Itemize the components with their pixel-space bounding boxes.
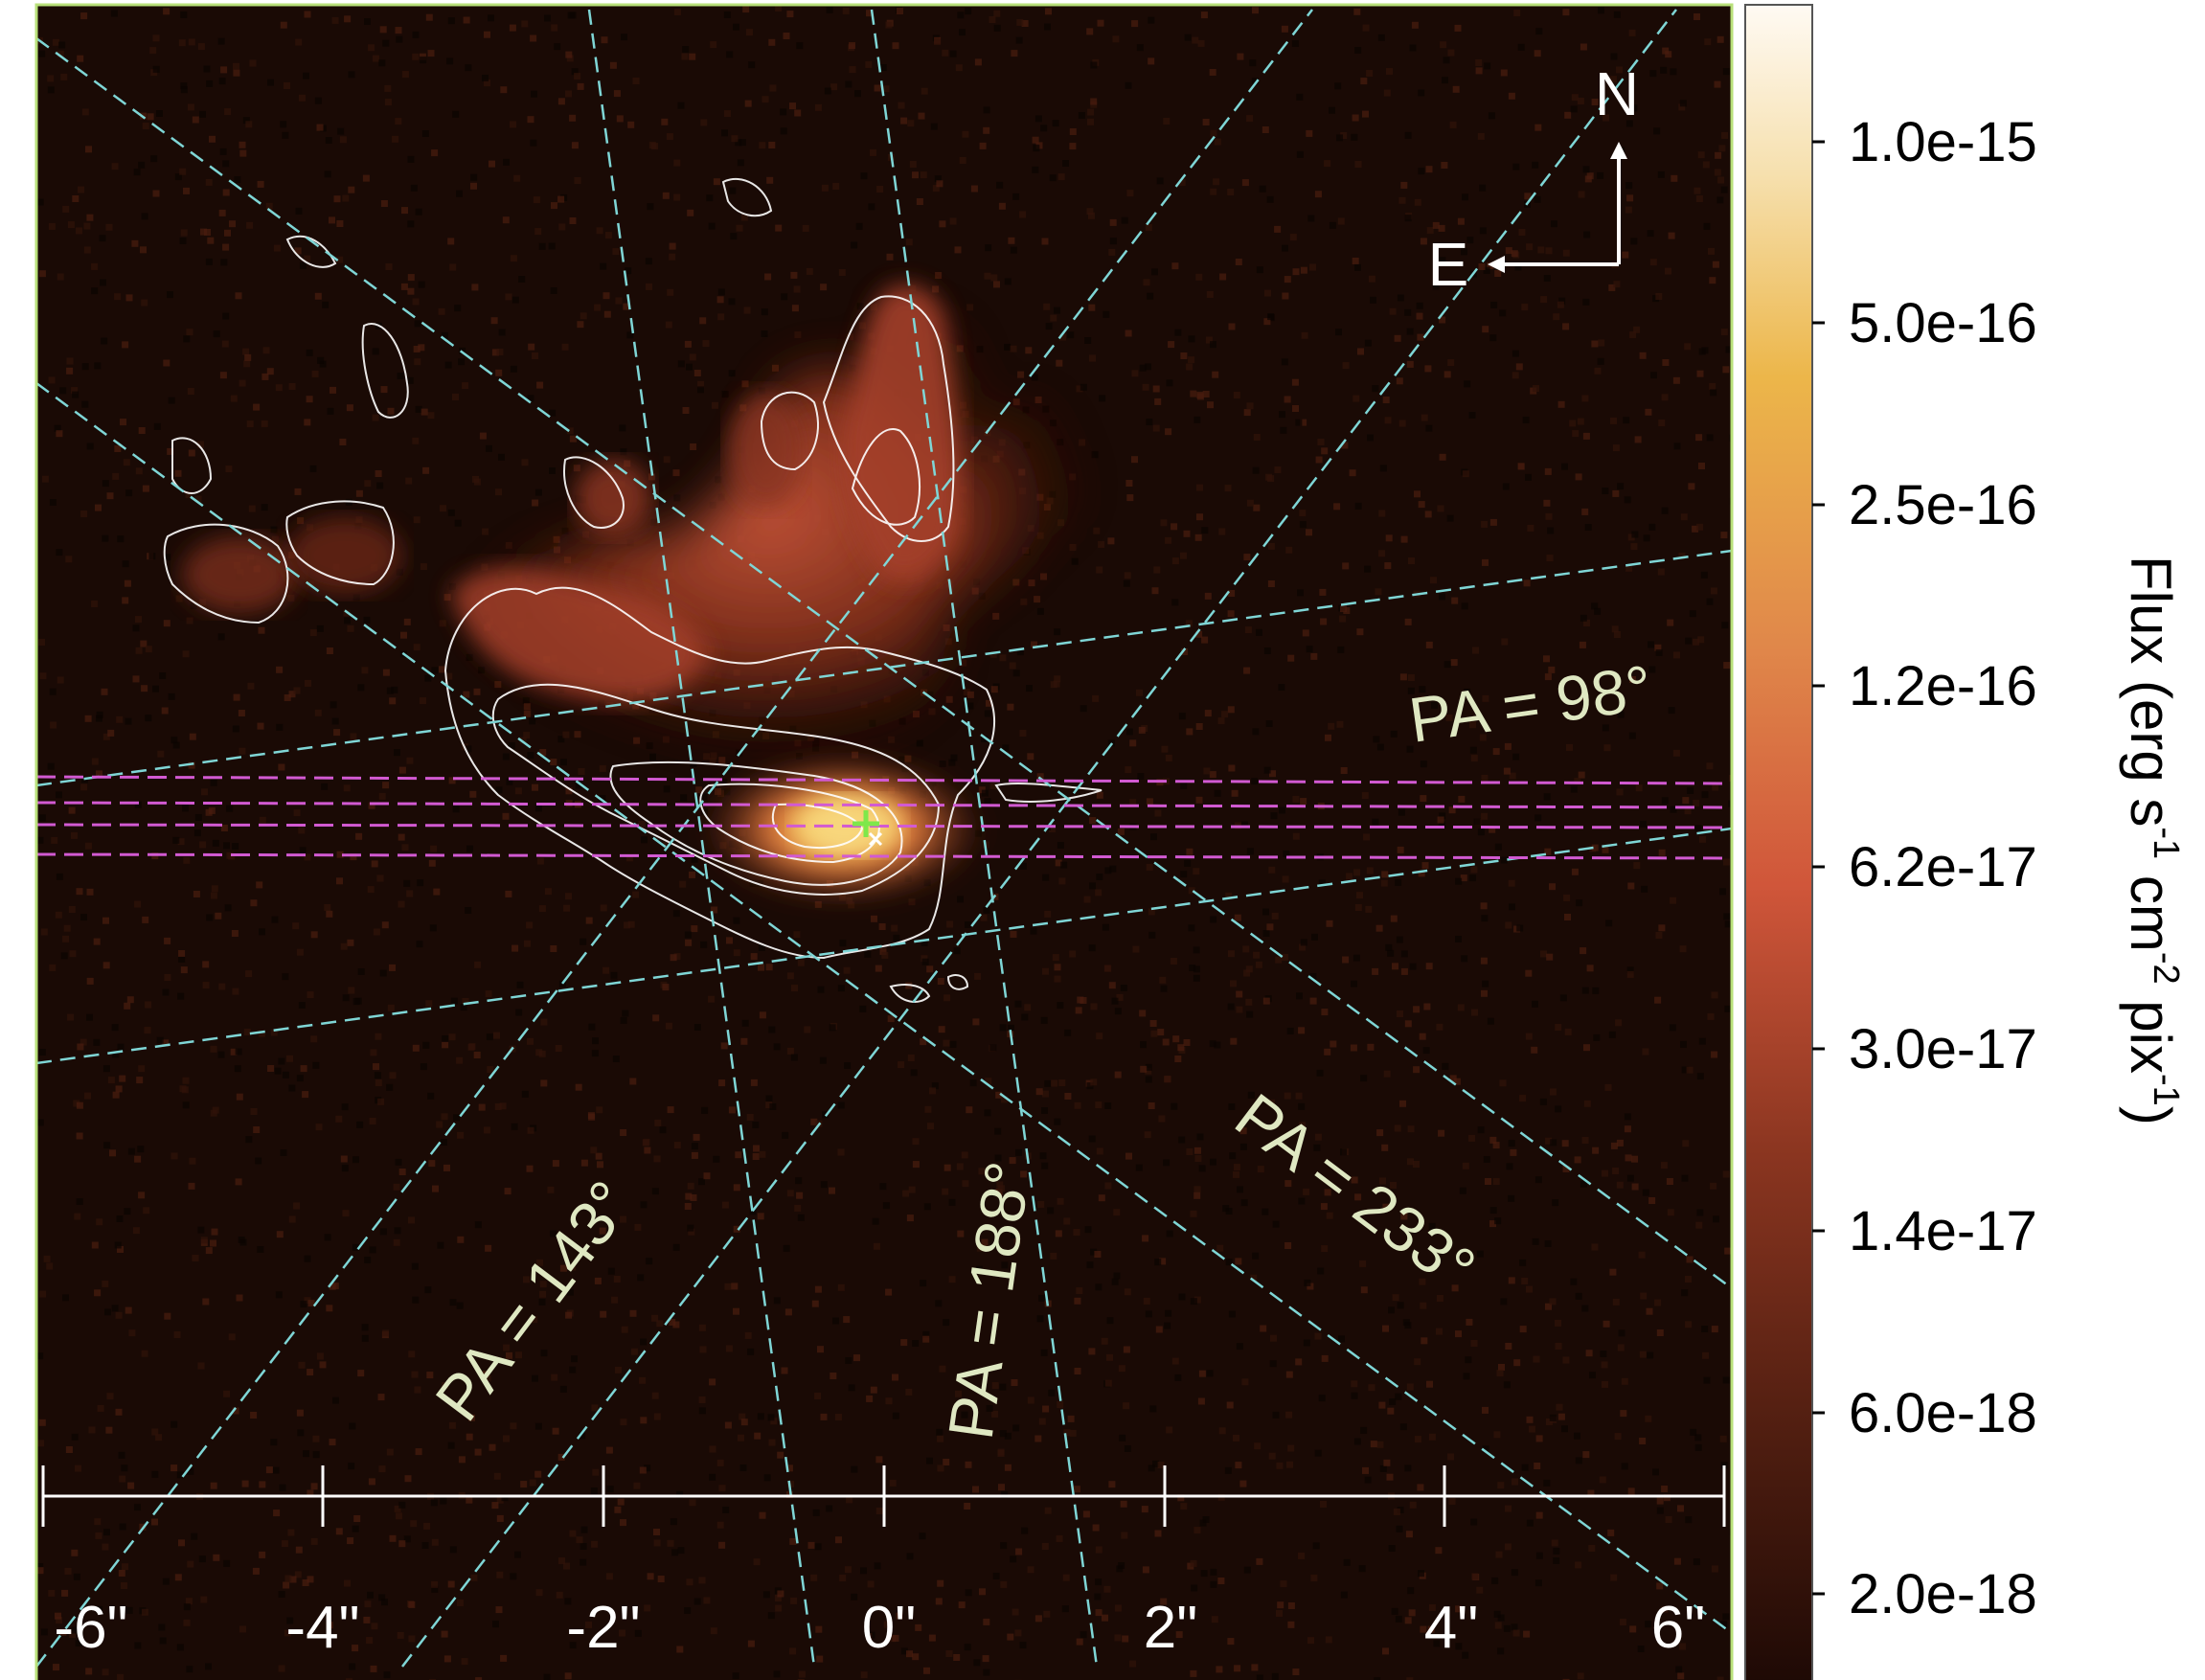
compass: N E [1428,59,1639,299]
flux-contours [163,177,1102,1003]
scale-label: 4" [1424,1595,1479,1661]
colorbar-tick-label: 6.0e-18 [1849,1382,2037,1444]
scale-label: 0" [862,1595,917,1661]
colorbar: 1.0e-15 5.0e-16 2.5e-16 1.2e-16 6.2e-17 … [1744,4,2186,1680]
slit-pa98-upper [36,549,1732,787]
colorbar-ticks [1812,140,1825,1596]
slit-pa188-right [870,9,1099,1668]
compass-north-label: N [1595,59,1639,128]
colorbar-tick-label: 3.0e-17 [1849,1018,2037,1080]
colorbar-axis-label: Flux (erg s-1 cm-2 pix-1) [2119,556,2186,1125]
slit-pa143-lower [401,9,1677,1668]
colorbar-gradient [1744,4,1813,1680]
emission-region [182,275,1093,905]
colorbar-tick-labels: 1.0e-15 5.0e-16 2.5e-16 1.2e-16 6.2e-17 … [1849,111,2037,1625]
blob-3 [575,460,651,536]
colorbar-tick-label: 5.0e-16 [1849,292,2037,354]
magenta-slit-lines [36,775,1732,860]
compass-east-label: E [1428,230,1469,299]
slit-pa188-left [587,9,816,1668]
colorbar-tick-label: 1.2e-16 [1849,655,2037,717]
image-panel: -6" -4" -2" 0" 2" 4" 6" N E PA = 98° PA … [36,5,1732,1680]
scale-bar-labels: -6" -4" -2" 0" 2" 4" 6" [54,1595,1705,1661]
slit-pa143-upper [36,9,1313,1668]
colorbar-tick-label: 1.0e-15 [1849,111,2037,173]
scale-label: 2" [1144,1595,1198,1661]
scale-label: -6" [54,1595,127,1661]
colorbar-tick-label: 1.4e-17 [1849,1200,2037,1262]
slit-pa233-upper [36,36,1732,1290]
north-arrow-icon [1610,142,1627,159]
blob-2 [287,517,402,594]
colorbar-tick-label: 6.2e-17 [1849,836,2037,898]
slit-lines [36,9,1732,1668]
blob-1 [182,536,297,613]
image-frame [34,3,1734,1680]
slit-pa98-lower [36,827,1732,1065]
north-arm [840,284,963,582]
west-lobe [450,567,709,702]
nucleus-marker [852,810,883,847]
scale-label: -4" [285,1595,359,1661]
scale-bar [41,1465,1726,1527]
colorbar-tick-label: 2.5e-16 [1849,474,2037,536]
scale-label: 6" [1651,1595,1706,1661]
slit-pa233-lower [36,381,1732,1635]
scale-label: -2" [566,1595,640,1661]
colorbar-tick-label: 2.0e-18 [1849,1563,2037,1625]
east-arrow-icon [1488,256,1505,273]
